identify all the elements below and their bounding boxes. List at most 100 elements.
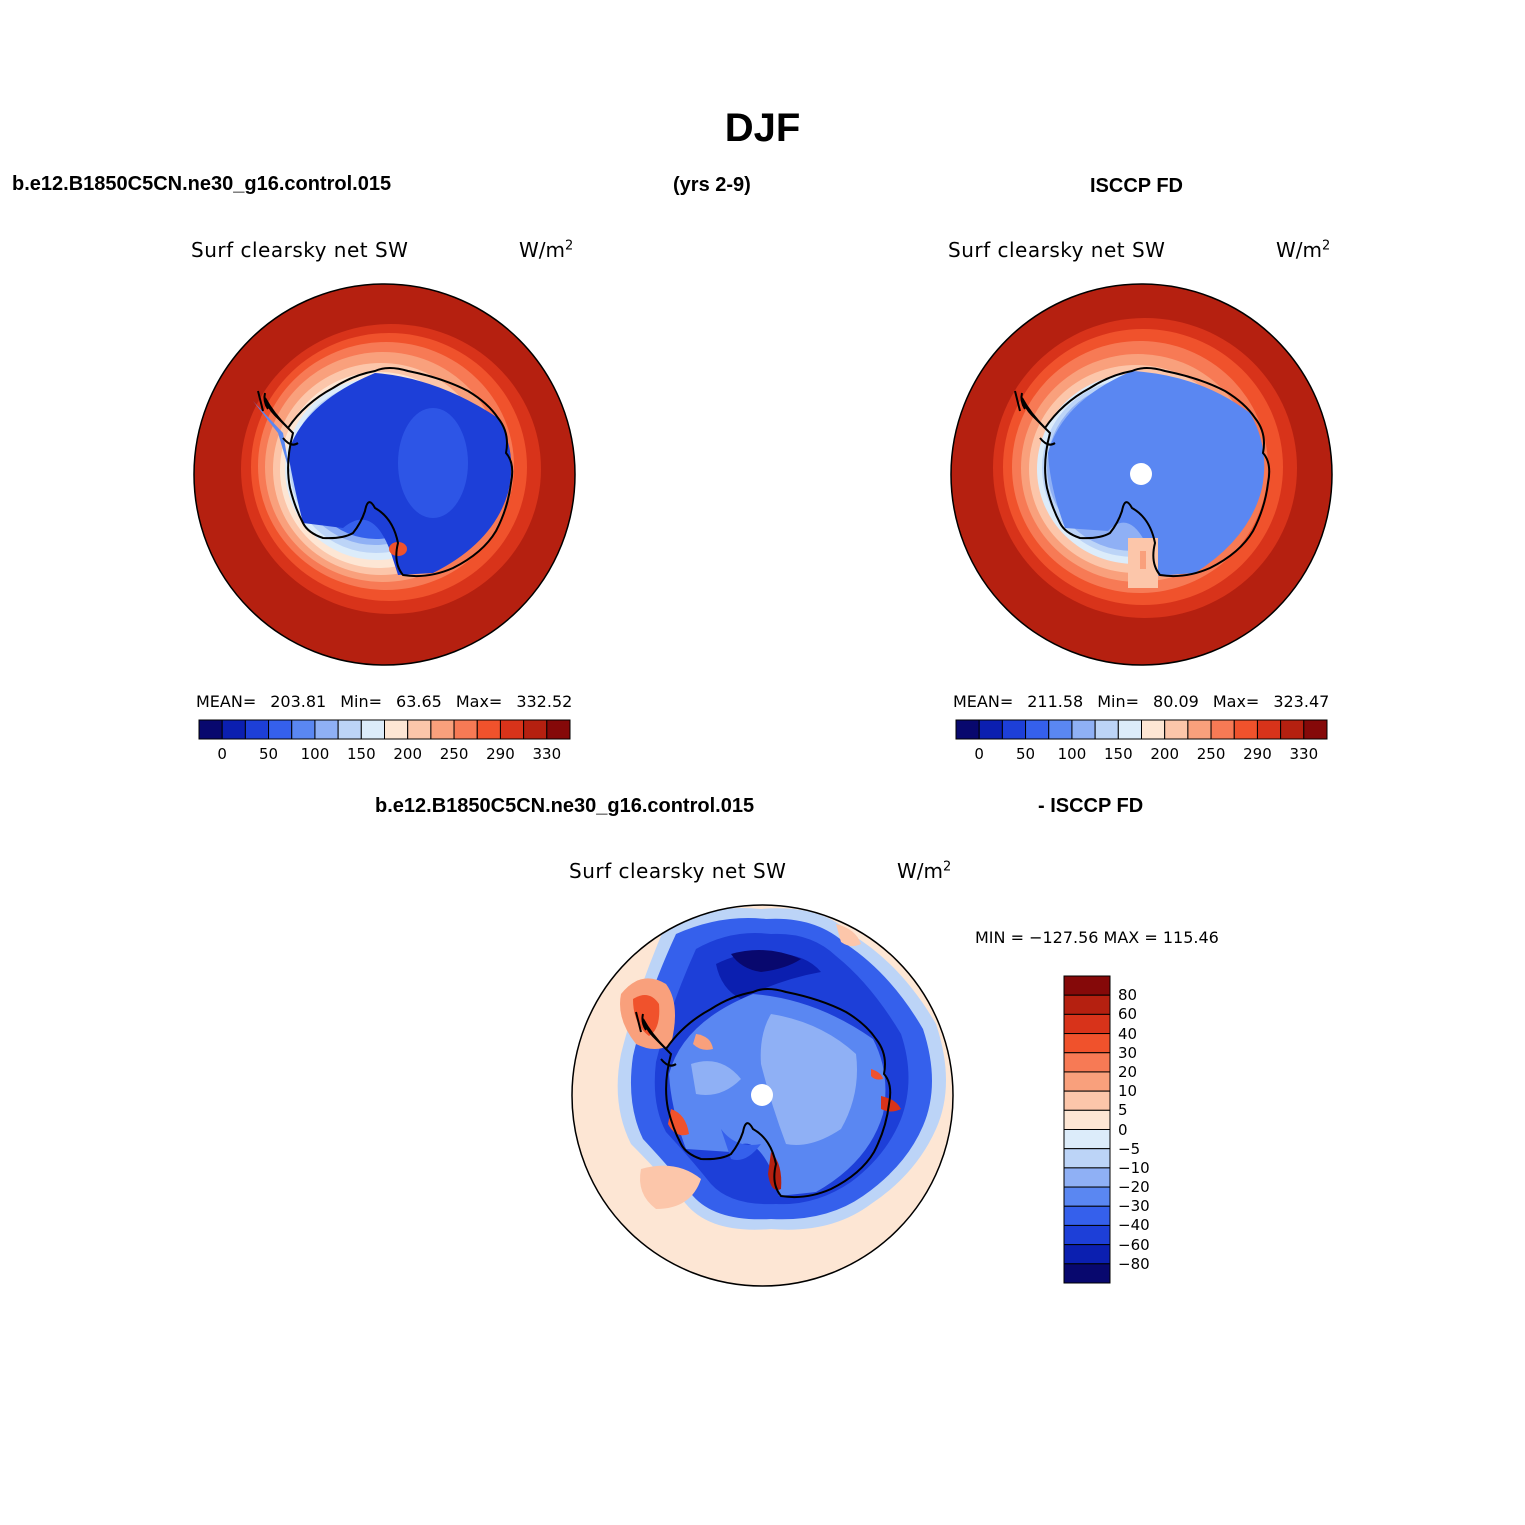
model-colorbar-tick-label: 50 (259, 745, 279, 763)
obs-stats: MEAN= 211.58 Min= 80.09 Max= 323.47 (953, 692, 1343, 711)
diff-colorbar-swatch (1063, 1167, 1111, 1188)
obs-colorbar-tick-label: 330 (1289, 745, 1319, 763)
diff-case-label: b.e12.B1850C5CN.ne30_g16.control.015 (375, 795, 755, 817)
model-colorbar-swatch (314, 719, 339, 740)
obs-colorbar-swatch (1141, 719, 1166, 740)
obs-mean-value: 211.58 (1027, 692, 1084, 711)
model-units: W/m2 (519, 238, 574, 262)
obs-min-label: Min= (1097, 692, 1140, 711)
diff-colorbar-tick-label: 20 (1118, 1062, 1138, 1081)
model-colorbar-tick-label: 290 (486, 745, 515, 763)
diff-colorbar-tick-label: −30 (1118, 1197, 1150, 1216)
model-colorbar-swatch (268, 719, 293, 740)
model-colorbar-swatch (360, 719, 385, 740)
obs-colorbar-swatch (1187, 719, 1212, 740)
diff-colorbar-swatch (1063, 1205, 1111, 1226)
diff-colorbar-tick-label: −10 (1118, 1158, 1150, 1177)
diff-colorbar (1063, 975, 1111, 1284)
diff-units: W/m2 (897, 859, 952, 883)
model-colorbar-swatch (384, 719, 409, 740)
model-mean-label: MEAN= (196, 692, 257, 711)
diff-colorbar-swatch (1063, 1071, 1111, 1092)
obs-colorbar-tick-label: 50 (1016, 745, 1036, 763)
obs-colorbar-tick-label: 290 (1243, 745, 1272, 763)
diff-colorbar-swatch (1063, 1129, 1111, 1150)
model-colorbar-swatch (221, 719, 246, 740)
obs-colorbar-swatch (1280, 719, 1305, 740)
obs-colorbar-swatch (1048, 719, 1073, 740)
diff-colorbar-swatch (1063, 1148, 1111, 1169)
model-colorbar-tick-label: 0 (217, 745, 227, 763)
diff-colorbar-swatch (1063, 1052, 1111, 1073)
obs-colorbar-swatch (1094, 719, 1119, 740)
obs-colorbar (955, 719, 1328, 740)
model-map (193, 283, 576, 666)
obs-colorbar-swatch (1025, 719, 1050, 740)
case-name-label: b.e12.B1850C5CN.ne30_g16.control.015 (12, 173, 392, 195)
model-colorbar-tick-label: 100 (300, 745, 330, 763)
diff-colorbar-tick-label: 0 (1118, 1120, 1128, 1139)
model-colorbar-swatch (523, 719, 548, 740)
obs-colorbar-tick-label: 0 (974, 745, 984, 763)
model-colorbar-swatch (337, 719, 362, 740)
diff-colorbar-swatch (1063, 975, 1111, 996)
obs-colorbar-tick-label: 200 (1150, 745, 1180, 763)
obs-max-label: Max= (1212, 692, 1260, 711)
model-mean-value: 203.81 (270, 692, 327, 711)
diff-colorbar-tick-label: 40 (1118, 1024, 1138, 1043)
model-colorbar-tick-label: 330 (532, 745, 562, 763)
diff-colorbar-tick-label: 30 (1118, 1043, 1138, 1062)
model-variable-title: Surf clearsky net SW (191, 238, 409, 262)
model-colorbar-swatch (198, 719, 223, 740)
model-max-value: 332.52 (516, 692, 573, 711)
diff-colorbar-swatch (1063, 1186, 1111, 1207)
obs-colorbar-tick-label: 250 (1196, 745, 1226, 763)
years-label: (yrs 2-9) (673, 174, 751, 196)
model-colorbar-swatch (291, 719, 316, 740)
obs-colorbar-swatch (1001, 719, 1027, 740)
model-colorbar-swatch (453, 719, 478, 740)
model-max-label: Max= (455, 692, 503, 711)
diff-colorbar-tick-label: −20 (1118, 1178, 1150, 1197)
model-colorbar-tick-label: 200 (393, 745, 423, 763)
obs-colorbar-swatch (955, 719, 980, 740)
diff-colorbar-tick-label: 60 (1118, 1005, 1138, 1024)
diff-colorbar-swatch (1063, 1013, 1111, 1035)
model-min-label: Min= (340, 692, 383, 711)
model-colorbar-swatch (499, 719, 525, 740)
diff-colorbar-tick-label: 80 (1118, 986, 1138, 1005)
obs-colorbar-tick-label: 150 (1103, 745, 1133, 763)
model-colorbar (198, 719, 571, 740)
model-colorbar-swatch (407, 719, 432, 740)
obs-name-label: ISCCP FD (1090, 175, 1183, 197)
model-colorbar-swatch (546, 719, 571, 740)
model-colorbar-ticks: 0 50 100 150 200 250 290 330 (199, 745, 570, 765)
diff-colorbar-tick-label: 5 (1118, 1101, 1128, 1120)
obs-colorbar-swatch (978, 719, 1003, 740)
diff-map (571, 904, 954, 1287)
obs-colorbar-tick-label: 100 (1057, 745, 1087, 763)
diff-colorbar-tick-label: −80 (1118, 1254, 1150, 1273)
obs-max-value: 323.47 (1273, 692, 1330, 711)
model-colorbar-tick-label: 150 (346, 745, 376, 763)
model-stats: MEAN= 203.81 Min= 63.65 Max= 332.52 (196, 692, 586, 711)
diff-colorbar-swatch (1063, 1244, 1111, 1265)
diff-minmax: MIN = −127.56 MAX = 115.46 (975, 928, 1219, 947)
obs-map (950, 283, 1333, 666)
obs-colorbar-swatch (1303, 719, 1328, 740)
obs-colorbar-swatch (1164, 719, 1189, 740)
diff-colorbar-swatch (1063, 1109, 1111, 1130)
obs-colorbar-swatch (1071, 719, 1096, 740)
obs-min-value: 80.09 (1153, 692, 1199, 711)
obs-variable-title: Surf clearsky net SW (948, 238, 1166, 262)
diff-variable-title: Surf clearsky net SW (569, 859, 787, 883)
obs-colorbar-swatch (1233, 719, 1258, 740)
diff-colorbar-swatch (1063, 1224, 1111, 1246)
diff-colorbar-swatch (1063, 1263, 1111, 1284)
diff-colorbar-swatch (1063, 1033, 1111, 1054)
diff-colorbar-tick-label: −40 (1118, 1216, 1150, 1235)
obs-colorbar-ticks: 0 50 100 150 200 250 290 330 (956, 745, 1327, 765)
obs-colorbar-swatch (1210, 719, 1235, 740)
diff-obs-label: - ISCCP FD (1038, 795, 1144, 817)
obs-units: W/m2 (1276, 238, 1331, 262)
